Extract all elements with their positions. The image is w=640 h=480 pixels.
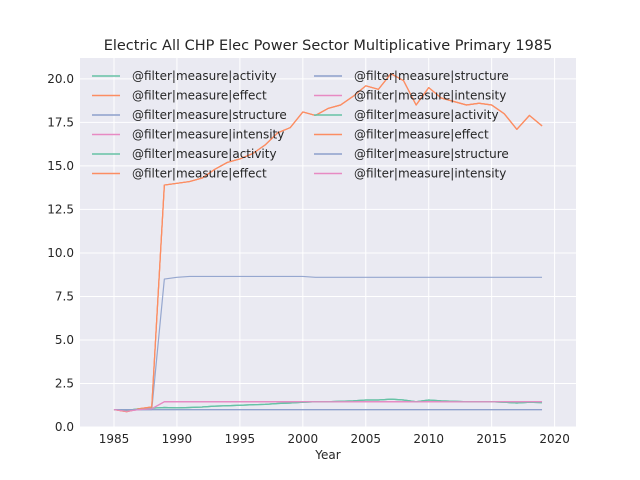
legend-entry: @filter|measure|intensity [132,128,284,142]
y-tick-label: 7.5 [55,289,74,303]
y-tick-label: 0.0 [55,420,74,434]
y-tick-labels: 0.0 2.5 5.0 7.5 10.0 12.5 15.0 17.5 20.0 [47,72,74,434]
legend-entry: @filter|measure|effect [132,89,267,103]
plot-background [80,58,576,427]
y-tick-label: 15.0 [47,159,74,173]
x-axis-label: Year [314,448,340,462]
x-tick-labels: 1985 1990 1995 2000 2005 2010 2015 2020 [99,432,570,446]
x-tick-label: 2010 [413,432,444,446]
legend-entry: @filter|measure|activity [132,69,277,83]
legend-entry: @filter|measure|structure [354,147,509,161]
x-tick-label: 2020 [539,432,570,446]
chart-title: Electric All CHP Elec Power Sector Multi… [104,38,553,54]
x-tick-label: 2005 [350,432,381,446]
y-tick-label: 2.5 [55,376,74,390]
series-line-11 [113,401,543,412]
y-tick-label: 12.5 [47,202,74,216]
legend-entry: @filter|measure|effect [354,128,489,142]
legend-entry: @filter|measure|intensity [354,89,506,103]
legend-entry: @filter|measure|intensity [354,167,506,181]
series-line-2 [113,275,543,411]
legend-entry: @filter|measure|effect [132,167,267,181]
legend-entry: @filter|measure|activity [354,108,499,122]
x-tick-label: 1995 [225,432,256,446]
y-tick-label: 10.0 [47,246,74,260]
legend-entry: @filter|measure|structure [132,108,287,122]
legend-entry: @filter|measure|activity [132,147,277,161]
grid [80,58,576,428]
legend-entry: @filter|measure|structure [354,69,509,83]
y-tick-label: 5.0 [55,333,74,347]
series-line-9 [113,73,543,413]
x-tick-label: 1985 [99,432,130,446]
x-tick-label: 2015 [476,432,507,446]
y-tick-label: 17.5 [47,115,74,129]
x-tick-label: 1990 [162,432,193,446]
x-tick-label: 2000 [288,432,319,446]
y-tick-label: 20.0 [47,72,74,86]
series-layer [113,73,543,413]
legend: @filter|measure|activity @filter|measure|… [92,69,509,181]
